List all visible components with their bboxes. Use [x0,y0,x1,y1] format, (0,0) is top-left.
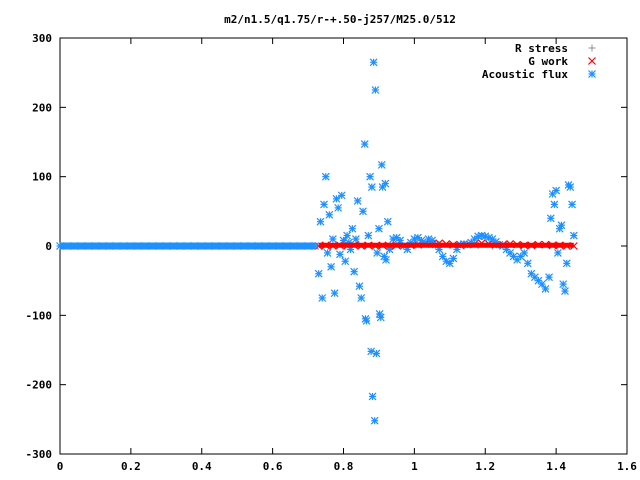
data-point [330,289,339,298]
x-tick-label: 1.2 [475,460,495,473]
data-point [314,269,323,278]
data-point [321,172,330,181]
data-point [323,249,332,257]
data-point [364,231,373,240]
data-point [481,232,490,241]
data-point [373,249,382,257]
data-point [550,200,559,209]
data-point [351,235,360,243]
legend-marker [588,44,596,52]
data-point [343,231,351,240]
data-point [377,160,386,169]
data-point [368,392,377,401]
data-point [366,172,375,181]
data-point [370,416,379,425]
data-point [350,267,359,276]
data-point [541,285,550,293]
x-tick-label: 0.6 [263,460,283,473]
data-point [320,200,328,209]
data-point [568,200,576,209]
data-point [376,313,385,322]
legend-marker [588,57,596,65]
x-tick-label: 1 [411,460,418,473]
data-point [337,191,346,200]
series-acoustic-flux [56,58,578,425]
x-tick-label: 0.2 [121,460,141,473]
data-point [341,257,350,266]
data-point [334,203,343,212]
data-point [348,224,357,233]
data-point [445,259,454,268]
data-point [559,280,568,289]
legend-label: G work [528,55,568,68]
data-point [545,273,553,282]
data-point [375,224,383,233]
data-point [538,280,546,289]
data-point [336,250,344,259]
data-point [367,347,376,356]
data-point [369,58,378,67]
legend-label: R stress [515,42,568,55]
data-point [520,249,529,257]
data-point [371,86,380,94]
y-tick-label: 200 [32,101,52,114]
legend-marker [588,70,596,78]
data-point [332,194,341,203]
data-point [552,186,561,195]
data-point [438,252,447,261]
data-point [325,210,334,219]
y-tick-label: 300 [32,32,52,45]
x-tick-label: 0.4 [192,460,212,473]
data-point [382,255,390,264]
chart-title: m2/n1.5/q1.75/r-+.50-j257/M25.0/512 [224,13,456,26]
data-point [396,236,405,245]
x-tick-label: 0 [57,460,64,473]
data-point [327,262,336,271]
data-point [359,207,367,216]
data-point [357,294,366,302]
y-tick-label: 100 [32,171,52,184]
data-point [562,259,571,268]
data-point [355,282,364,291]
data-point [372,349,381,358]
data-point [509,252,518,261]
data-point [353,197,362,205]
y-tick-label: -200 [26,379,53,392]
data-point [328,235,337,243]
data-point [546,214,555,223]
y-tick-label: -300 [26,448,53,461]
data-point [557,221,566,230]
data-point [553,249,562,257]
x-tick-label: 0.8 [334,460,354,473]
data-point [449,254,458,263]
data-point [318,294,327,302]
data-point [383,217,392,226]
y-tick-label: -100 [26,309,53,322]
data-point [362,316,371,325]
axes-layer: 0 0.2 0.4 0.6 0.8 1 1.2 1.4 1.6 -300 -200 -100 0 100 2… [26,32,638,473]
data-point [569,231,578,240]
x-tick-label: 1.4 [546,460,566,473]
data-point [360,140,369,149]
y-tick-label: 0 [45,240,52,253]
legend-label: Acoustic flux [482,68,568,81]
data-point [523,259,532,268]
data-point [566,183,575,191]
x-tick-label: 1.6 [617,460,637,473]
data-point [367,183,376,191]
data-point [381,179,390,188]
series-layer [56,58,578,425]
data-point [316,217,325,226]
data-point [561,287,569,295]
